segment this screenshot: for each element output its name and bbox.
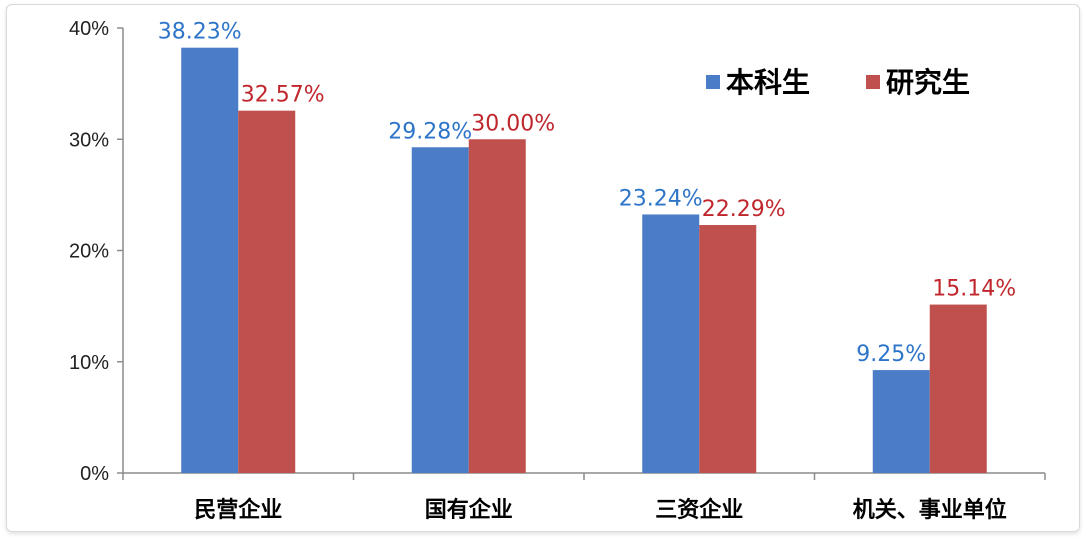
bar-undergrad <box>642 214 700 473</box>
data-label: 38.23% <box>158 20 242 45</box>
bar-undergrad <box>872 370 930 473</box>
bar-undergrad <box>181 47 239 473</box>
data-label: 9.25% <box>856 342 926 367</box>
data-label: 30.00% <box>471 111 555 136</box>
y-tick-label: 10% <box>69 352 109 374</box>
legend-swatch <box>706 75 720 89</box>
data-label: 32.57% <box>241 83 325 108</box>
legend-label: 研究生 <box>886 66 970 99</box>
y-tick-label: 40% <box>69 18 109 40</box>
x-category-label: 机关、事业单位 <box>853 497 1007 523</box>
y-tick-label: 30% <box>69 129 109 151</box>
x-category-label: 国有企业 <box>425 497 513 523</box>
bar-grad <box>468 139 526 473</box>
data-label: 23.24% <box>619 186 703 211</box>
bar-grad <box>238 110 296 473</box>
y-tick-label: 20% <box>69 241 109 263</box>
legend-swatch <box>866 75 880 89</box>
data-label: 22.29% <box>702 197 786 222</box>
data-label: 29.28% <box>388 119 472 144</box>
y-tick-label: 0% <box>80 463 109 485</box>
bar-grad <box>699 225 757 473</box>
x-category-label: 三资企业 <box>655 497 743 523</box>
legend-label: 本科生 <box>726 66 810 99</box>
data-label: 15.14% <box>932 277 1016 302</box>
x-category-label: 民营企业 <box>194 497 282 523</box>
bar-undergrad <box>411 147 469 473</box>
bar-grad <box>929 304 987 473</box>
